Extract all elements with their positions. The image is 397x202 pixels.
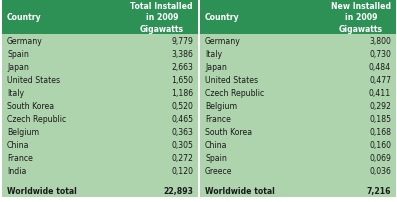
Text: Japan: Japan	[205, 63, 227, 72]
Text: United States: United States	[205, 76, 258, 85]
Text: Czech Republic: Czech Republic	[205, 88, 264, 98]
Text: Greece: Greece	[205, 166, 233, 175]
Text: South Korea: South Korea	[7, 101, 54, 110]
Bar	[2, 177, 198, 197]
Text: United States: United States	[7, 76, 60, 85]
Text: Italy: Italy	[7, 88, 24, 98]
Text: China: China	[205, 140, 227, 149]
Text: 1,186: 1,186	[171, 88, 193, 98]
Text: Spain: Spain	[205, 153, 227, 162]
Text: 0,520: 0,520	[171, 101, 193, 110]
Text: South Korea: South Korea	[205, 127, 252, 136]
Text: 0,036: 0,036	[369, 166, 391, 175]
Text: 0,465: 0,465	[171, 115, 193, 123]
Bar	[200, 35, 396, 177]
Text: 0,272: 0,272	[171, 153, 193, 162]
Text: 3,800: 3,800	[369, 37, 391, 46]
Text: 2,663: 2,663	[171, 63, 193, 72]
Text: Germany: Germany	[205, 37, 241, 46]
Text: 7,216: 7,216	[366, 186, 391, 195]
Text: 0,305: 0,305	[171, 140, 193, 149]
Text: 0,411: 0,411	[369, 88, 391, 98]
Text: New Installed
in 2009
Gigawatts: New Installed in 2009 Gigawatts	[331, 2, 391, 34]
Text: India: India	[7, 166, 26, 175]
Text: Czech Republic: Czech Republic	[7, 115, 66, 123]
Text: 3,386: 3,386	[171, 50, 193, 59]
Text: France: France	[7, 153, 33, 162]
Text: 0,160: 0,160	[369, 140, 391, 149]
Text: 0,185: 0,185	[369, 115, 391, 123]
Bar	[200, 1, 396, 35]
Text: Worldwide total: Worldwide total	[205, 186, 275, 195]
Text: Japan: Japan	[7, 63, 29, 72]
Text: Country: Country	[7, 14, 42, 22]
Text: 0,730: 0,730	[369, 50, 391, 59]
Text: 0,292: 0,292	[369, 101, 391, 110]
Text: Total Installed
in 2009
Gigawatts: Total Installed in 2009 Gigawatts	[131, 2, 193, 34]
Text: 0,484: 0,484	[369, 63, 391, 72]
Text: Belgium: Belgium	[205, 101, 237, 110]
Text: 0,120: 0,120	[171, 166, 193, 175]
Text: China: China	[7, 140, 29, 149]
Text: 1,650: 1,650	[171, 76, 193, 85]
Text: 0,363: 0,363	[171, 127, 193, 136]
Text: 9,779: 9,779	[171, 37, 193, 46]
Text: 0,069: 0,069	[369, 153, 391, 162]
Bar	[2, 35, 198, 177]
Text: France: France	[205, 115, 231, 123]
Text: Belgium: Belgium	[7, 127, 39, 136]
Text: 22,893: 22,893	[163, 186, 193, 195]
Bar	[200, 177, 396, 197]
Text: Country: Country	[205, 14, 240, 22]
Text: Spain: Spain	[7, 50, 29, 59]
Text: Italy: Italy	[205, 50, 222, 59]
Text: Worldwide total: Worldwide total	[7, 186, 77, 195]
Text: Germany: Germany	[7, 37, 43, 46]
Bar	[2, 1, 198, 35]
Text: 0,477: 0,477	[369, 76, 391, 85]
Text: 0,168: 0,168	[369, 127, 391, 136]
